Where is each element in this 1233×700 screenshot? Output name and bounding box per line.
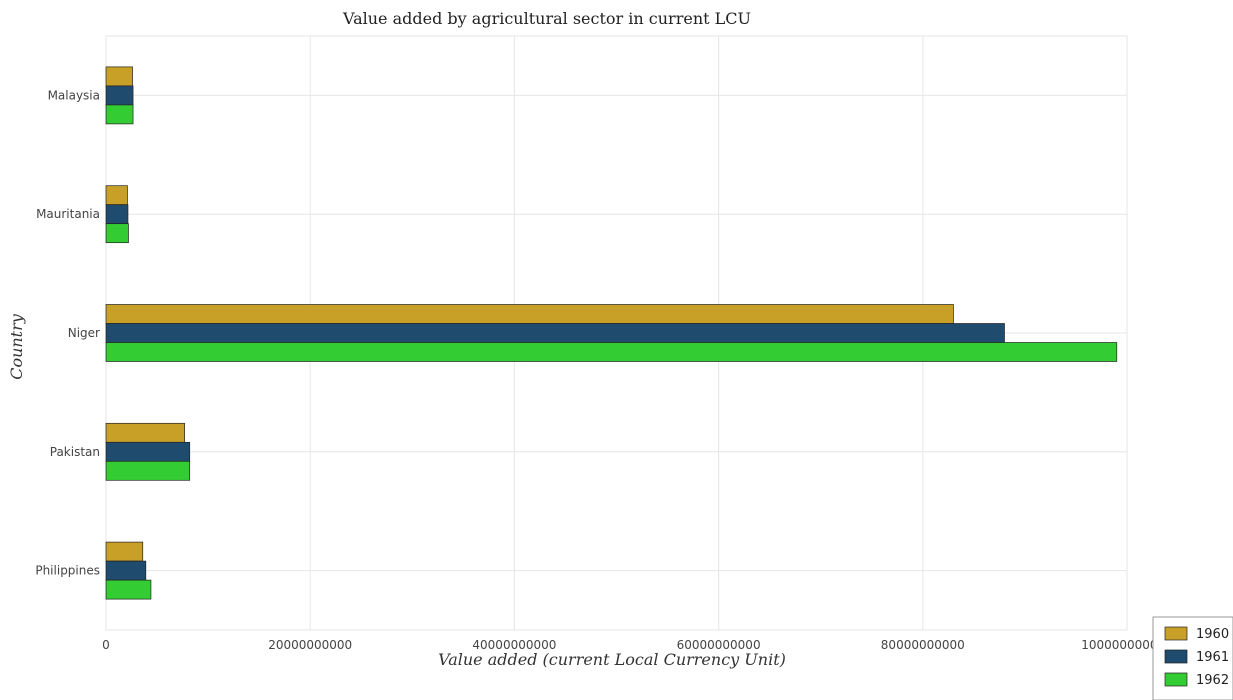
chart-title: Value added by agricultural sector in cu… [342, 9, 751, 28]
bar-pakistan-1960 [105, 422, 185, 443]
legend-label: 1961 [1196, 650, 1229, 665]
x-tick-label: 20000000000 [268, 638, 352, 652]
legend-swatch [1164, 649, 1188, 664]
bar-malaysia-1961 [105, 85, 134, 106]
bar-niger-1961 [105, 323, 1005, 343]
y-tick-label: Malaysia [48, 88, 100, 102]
y-tick-label: Mauritania [36, 207, 100, 221]
legend: 1960 1961 1962 [1152, 616, 1233, 700]
legend-swatch [1164, 626, 1188, 641]
x-tick-label: 80000000000 [881, 638, 965, 652]
y-axis-label: Country [7, 313, 26, 380]
bar-pakistan-1961 [105, 441, 191, 462]
x-tick-label: 40000000000 [472, 638, 556, 652]
x-tick-label: 60000000000 [677, 638, 761, 652]
bar-malaysia-1960 [105, 66, 133, 87]
bar-niger-1960 [105, 304, 954, 324]
bars [105, 66, 1118, 600]
x-axis-label: Value added (current Local Currency Unit… [438, 650, 786, 669]
bar-mauritania-1962 [105, 223, 129, 244]
legend-swatch [1164, 672, 1188, 687]
bar-pakistan-1962 [105, 460, 191, 481]
y-tick-labels: Malaysia Mauritania Niger Pakistan Philippin… [35, 88, 100, 577]
x-tick-label: 100000000000 [1081, 638, 1173, 652]
legend-label: 1962 [1196, 673, 1229, 688]
bar-mauritania-1960 [105, 185, 128, 206]
bar-mauritania-1961 [105, 204, 129, 225]
y-tick-label: Philippines [35, 564, 100, 578]
y-tick-label: Niger [68, 326, 100, 340]
x-tick-labels: 0 20000000000 40000000000 60000000000 800000… [102, 638, 1173, 652]
y-tick-label: Pakistan [50, 445, 100, 459]
bar-philippines-1961 [105, 560, 147, 581]
bar-philippines-1960 [105, 541, 144, 562]
x-tick-label: 0 [102, 638, 110, 652]
legend-label: 1960 [1196, 627, 1229, 642]
bar-philippines-1962 [105, 579, 152, 600]
bar-malaysia-1962 [105, 104, 134, 125]
bar-niger-1962 [105, 342, 1118, 362]
